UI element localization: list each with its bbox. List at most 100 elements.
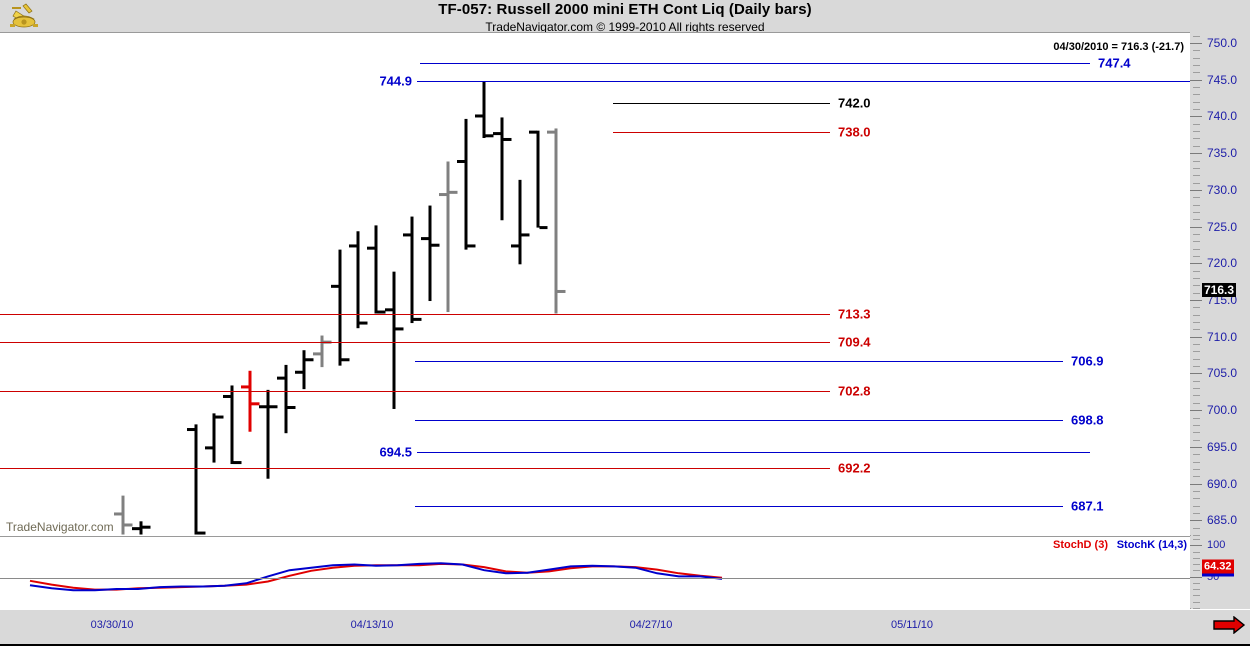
level-702-8-line[interactable] xyxy=(0,390,830,392)
level-713-3-line[interactable] xyxy=(0,313,830,315)
level-687-1-line[interactable] xyxy=(415,505,1063,507)
price-axis-label: 745.0 xyxy=(1207,72,1238,87)
level-742-0-line[interactable] xyxy=(613,102,830,104)
price-axis-minor-tick xyxy=(1193,109,1200,111)
level-698-8-line[interactable] xyxy=(415,419,1063,421)
price-axis-minor-tick xyxy=(1193,292,1200,294)
ohlc-bars-layer xyxy=(114,81,566,535)
price-axis-minor-tick xyxy=(1193,505,1200,507)
level-709-4-label: 709.4 xyxy=(838,334,871,350)
price-axis-minor-tick xyxy=(1193,380,1200,382)
stochastic-lines-layer xyxy=(29,562,723,592)
price-axis-minor-tick xyxy=(1193,454,1200,456)
stochastic-panel[interactable]: StochD (3) StochK (14,3) xyxy=(0,536,1191,610)
price-axis-tick xyxy=(1190,226,1202,228)
title-bar: TF-057: Russell 2000 mini ETH Cont Liq (… xyxy=(0,0,1250,34)
price-axis-minor-tick xyxy=(1193,535,1200,536)
ohlc-bar xyxy=(511,179,530,265)
price-axis-minor-tick xyxy=(1193,314,1200,316)
price-axis-minor-tick xyxy=(1193,138,1200,140)
price-axis-tick xyxy=(1190,43,1202,44)
price-axis-minor-tick xyxy=(1193,72,1200,74)
level-744-9-line[interactable] xyxy=(417,81,1190,83)
stoch-k-line xyxy=(29,562,723,592)
level-706-9-line[interactable] xyxy=(415,360,1063,362)
price-axis-minor-tick xyxy=(1193,476,1200,478)
price-axis-minor-tick xyxy=(1193,65,1200,67)
price-axis-minor-tick xyxy=(1193,424,1200,426)
price-axis-minor-tick xyxy=(1193,388,1200,390)
price-axis[interactable]: 750.0 745.0 740.0 735.0 730.0 725.0 720.0 715.0… xyxy=(1190,32,1250,536)
price-axis-tick xyxy=(1190,446,1202,448)
stoch-axis-minor-tick xyxy=(1193,601,1200,603)
price-axis-tick xyxy=(1190,79,1202,81)
price-axis-minor-tick xyxy=(1193,255,1200,257)
price-axis-label: 700.0 xyxy=(1207,403,1238,418)
copyright-subtitle: TradeNavigator.com © 1999-2010 All right… xyxy=(485,20,765,34)
price-axis-label: 710.0 xyxy=(1207,329,1238,344)
price-axis-tick xyxy=(1190,336,1202,338)
ohlc-bar xyxy=(205,413,224,463)
stoch-axis-minor-tick xyxy=(1193,570,1200,572)
last-quote-readout: 04/30/2010 = 716.3 (-21.7) xyxy=(1053,41,1184,53)
ohlc-bar xyxy=(529,130,548,230)
level-738-0-line[interactable] xyxy=(613,132,830,134)
price-axis-minor-tick xyxy=(1193,35,1200,37)
price-axis-label: 725.0 xyxy=(1207,219,1238,234)
level-694-5-label: 694.5 xyxy=(379,444,412,460)
level-698-8-label: 698.8 xyxy=(1071,412,1104,428)
level-709-4-line[interactable] xyxy=(0,342,830,344)
level-692-2-label: 692.2 xyxy=(838,460,871,476)
ohlc-bar xyxy=(457,118,476,250)
price-axis-label: 730.0 xyxy=(1207,182,1238,197)
price-axis-minor-tick xyxy=(1193,527,1200,529)
price-axis-minor-tick xyxy=(1193,248,1200,250)
price-axis-minor-tick xyxy=(1193,461,1200,463)
date-axis[interactable]: 03/30/10 04/13/10 04/27/10 05/11/10 xyxy=(0,609,1250,646)
level-694-5-line[interactable] xyxy=(417,451,1090,453)
price-axis-minor-tick xyxy=(1193,211,1200,213)
price-axis-minor-tick xyxy=(1193,322,1200,324)
ohlc-bar xyxy=(439,161,458,313)
ohlc-bar xyxy=(331,249,350,366)
price-axis-minor-tick xyxy=(1193,197,1200,199)
price-axis-label: 685.0 xyxy=(1207,513,1238,528)
stochastic-axis[interactable]: 100 50 64.32 xyxy=(1190,536,1250,609)
ohlc-bar xyxy=(367,225,386,314)
price-axis-minor-tick xyxy=(1193,307,1200,309)
price-axis-minor-tick xyxy=(1193,490,1200,492)
ohlc-bar xyxy=(259,389,278,479)
level-747-4-line[interactable] xyxy=(420,63,1090,65)
price-axis-minor-tick xyxy=(1193,351,1200,353)
price-axis-label: 740.0 xyxy=(1207,109,1238,124)
price-axis-label: 690.0 xyxy=(1207,476,1238,491)
level-713-3-label: 713.3 xyxy=(838,306,871,321)
price-chart-panel[interactable]: 04/30/2010 = 716.3 (-21.7) TradeNavigato… xyxy=(0,32,1191,537)
stoch-d-legend: StochD (3) xyxy=(1053,539,1108,551)
ohlc-bar xyxy=(349,231,368,329)
price-axis-tick xyxy=(1190,483,1202,485)
ohlc-bar xyxy=(132,521,151,535)
ohlc-bar xyxy=(493,117,512,221)
price-axis-minor-tick xyxy=(1193,123,1200,125)
stoch-axis-minor-tick xyxy=(1193,582,1200,584)
price-axis-minor-tick xyxy=(1193,219,1200,221)
price-axis-minor-tick xyxy=(1193,57,1200,59)
price-axis-minor-tick xyxy=(1193,344,1200,346)
ohlc-bar xyxy=(114,495,133,535)
price-axis-minor-tick xyxy=(1193,101,1200,103)
price-axis-minor-tick xyxy=(1193,439,1200,441)
stoch-axis-tick xyxy=(1190,545,1202,547)
price-axis-minor-tick xyxy=(1193,145,1200,147)
price-axis-minor-tick xyxy=(1193,329,1200,331)
page-title: TF-057: Russell 2000 mini ETH Cont Liq (… xyxy=(438,1,812,18)
price-axis-tick xyxy=(1190,153,1202,155)
ohlc-bar xyxy=(277,364,296,434)
scroll-right-arrow-icon[interactable] xyxy=(1212,616,1246,634)
price-axis-tick xyxy=(1190,300,1202,302)
price-axis-minor-tick xyxy=(1193,233,1200,235)
level-692-2-line[interactable] xyxy=(0,468,830,470)
level-702-8-label: 702.8 xyxy=(838,383,871,399)
price-axis-tick xyxy=(1190,520,1202,522)
ohlc-bar xyxy=(547,128,566,314)
